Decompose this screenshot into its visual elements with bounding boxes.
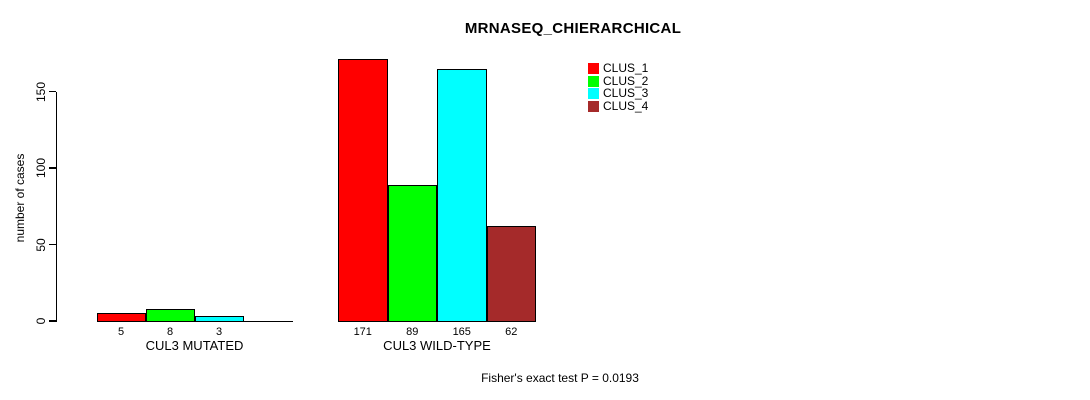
bar-value-label: 171 <box>353 326 372 338</box>
bar <box>437 68 487 322</box>
y-tick-label: 150 <box>34 81 48 102</box>
legend-swatch <box>588 88 599 99</box>
legend-swatch <box>588 75 599 87</box>
bar-value-label: 89 <box>406 326 419 338</box>
legend-label: CLUS_3 <box>603 86 649 100</box>
legend-label: CLUS_2 <box>603 73 649 88</box>
bar <box>96 313 146 322</box>
bar <box>194 316 244 322</box>
y-tick-label: 0 <box>34 317 48 325</box>
y-tick <box>48 167 56 169</box>
bar <box>387 184 437 322</box>
bar-value-label: 8 <box>166 326 174 338</box>
bar-value-label: 62 <box>505 326 518 338</box>
bar <box>486 226 536 322</box>
bar <box>338 59 388 322</box>
y-tick <box>48 320 56 322</box>
y-axis-label: number of cases <box>13 153 27 243</box>
chart-title: MRNASEQ_CHIERARCHICAL <box>464 20 682 37</box>
legend-label: CLUS_1 <box>603 61 649 75</box>
legend-swatch <box>588 63 599 74</box>
legend-swatch <box>588 100 599 112</box>
category-label: CUL3 MUTATED <box>145 338 244 353</box>
bar <box>145 308 195 322</box>
y-tick-label: 50 <box>34 237 48 252</box>
y-tick <box>48 90 56 93</box>
category-label: CUL3 WILD-TYPE <box>383 338 491 353</box>
bar-value-label: 5 <box>117 326 125 338</box>
y-tick <box>48 243 56 246</box>
bar-value-label: 165 <box>452 326 471 338</box>
y-axis-line <box>55 91 57 322</box>
legend-label: CLUS_4 <box>603 98 649 113</box>
annotation-text: Fisher's exact test P = 0.0193 <box>481 371 639 385</box>
y-tick-label: 100 <box>34 157 48 179</box>
bar-value-label: 3 <box>215 326 223 338</box>
